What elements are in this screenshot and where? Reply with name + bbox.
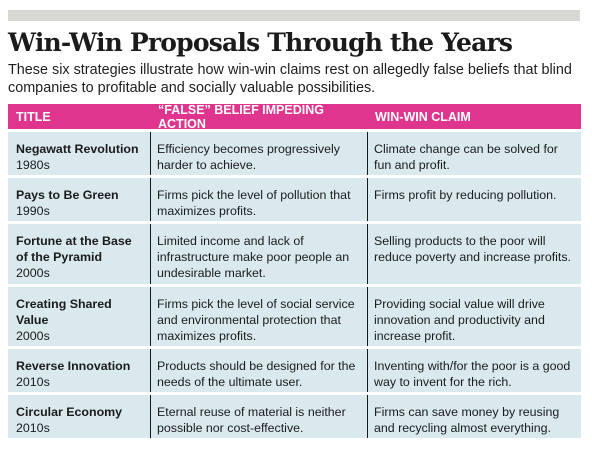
table-row: Creating Shared Value 2000s Firms pick t… [8, 284, 581, 346]
header-title: TITLE [16, 109, 51, 124]
claim-cell: Providing social value will drive innova… [367, 287, 581, 346]
title-cell: Pays to Be Green 1990s [8, 178, 150, 221]
claim-cell: Selling products to the poor will reduce… [367, 224, 581, 284]
belief-cell: Firms pick the level of social service a… [150, 287, 367, 346]
proposal-era: 2010s [16, 375, 50, 389]
header-false-belief: “FALSE” BELIEF IMPEDING ACTION [158, 102, 324, 131]
title-cell: Circular Economy 2010s [8, 395, 150, 438]
proposal-era: 2010s [16, 421, 50, 435]
title-cell: Reverse Innovation 2010s [8, 349, 150, 392]
claim-cell: Inventing with/for the poor is a good wa… [367, 349, 581, 392]
proposals-table: TITLE “FALSE” BELIEF IMPEDING ACTION WIN… [8, 102, 581, 438]
header-win-win-claim: WIN-WIN CLAIM [375, 109, 471, 124]
claim-cell: Firms profit by reducing pollution. [367, 178, 581, 221]
proposal-title: Fortune at the Base of the Pyramid [16, 234, 132, 264]
belief-cell: Limited income and lack of infrastructur… [150, 224, 367, 284]
claim-cell: Climate change can be solved for fun and… [367, 132, 581, 175]
proposal-era: 1980s [16, 158, 50, 172]
table-row: Pays to Be Green 1990s Firms pick the le… [8, 175, 581, 221]
title-cell: Fortune at the Base of the Pyramid 2000s [8, 224, 150, 284]
table-row: Circular Economy 2010s Eternal reuse of … [8, 392, 581, 438]
belief-cell: Efficiency becomes progressively harder … [150, 132, 367, 175]
proposal-era: 1990s [16, 204, 50, 218]
belief-cell: Eternal reuse of material is neither pos… [150, 395, 367, 438]
deck-text: These six strategies illustrate how win-… [8, 62, 572, 96]
proposal-title: Circular Economy [16, 405, 123, 419]
claim-cell: Firms can save money by reusing and recy… [367, 395, 581, 438]
table-header-row: TITLE “FALSE” BELIEF IMPEDING ACTION WIN… [8, 102, 581, 131]
title-cell: Creating Shared Value 2000s [8, 287, 150, 346]
headline: Win-Win Proposals Through the Years [8, 28, 513, 57]
proposal-title: Reverse Innovation [16, 359, 131, 373]
belief-cell: Products should be designed for the need… [150, 349, 367, 392]
proposal-era: 2000s [16, 266, 50, 280]
table-row: Negawatt Revolution 1980s Efficiency bec… [8, 129, 581, 175]
proposal-era: 2000s [16, 329, 50, 343]
proposal-title: Pays to Be Green [16, 188, 119, 202]
top-rule-bar [8, 10, 580, 21]
proposal-title: Creating Shared Value [16, 297, 112, 327]
belief-cell: Firms pick the level of pollution that m… [150, 178, 367, 221]
table-row: Reverse Innovation 2010s Products should… [8, 346, 581, 392]
title-cell: Negawatt Revolution 1980s [8, 132, 150, 175]
proposal-title: Negawatt Revolution [16, 142, 139, 156]
table-row: Fortune at the Base of the Pyramid 2000s… [8, 221, 581, 284]
